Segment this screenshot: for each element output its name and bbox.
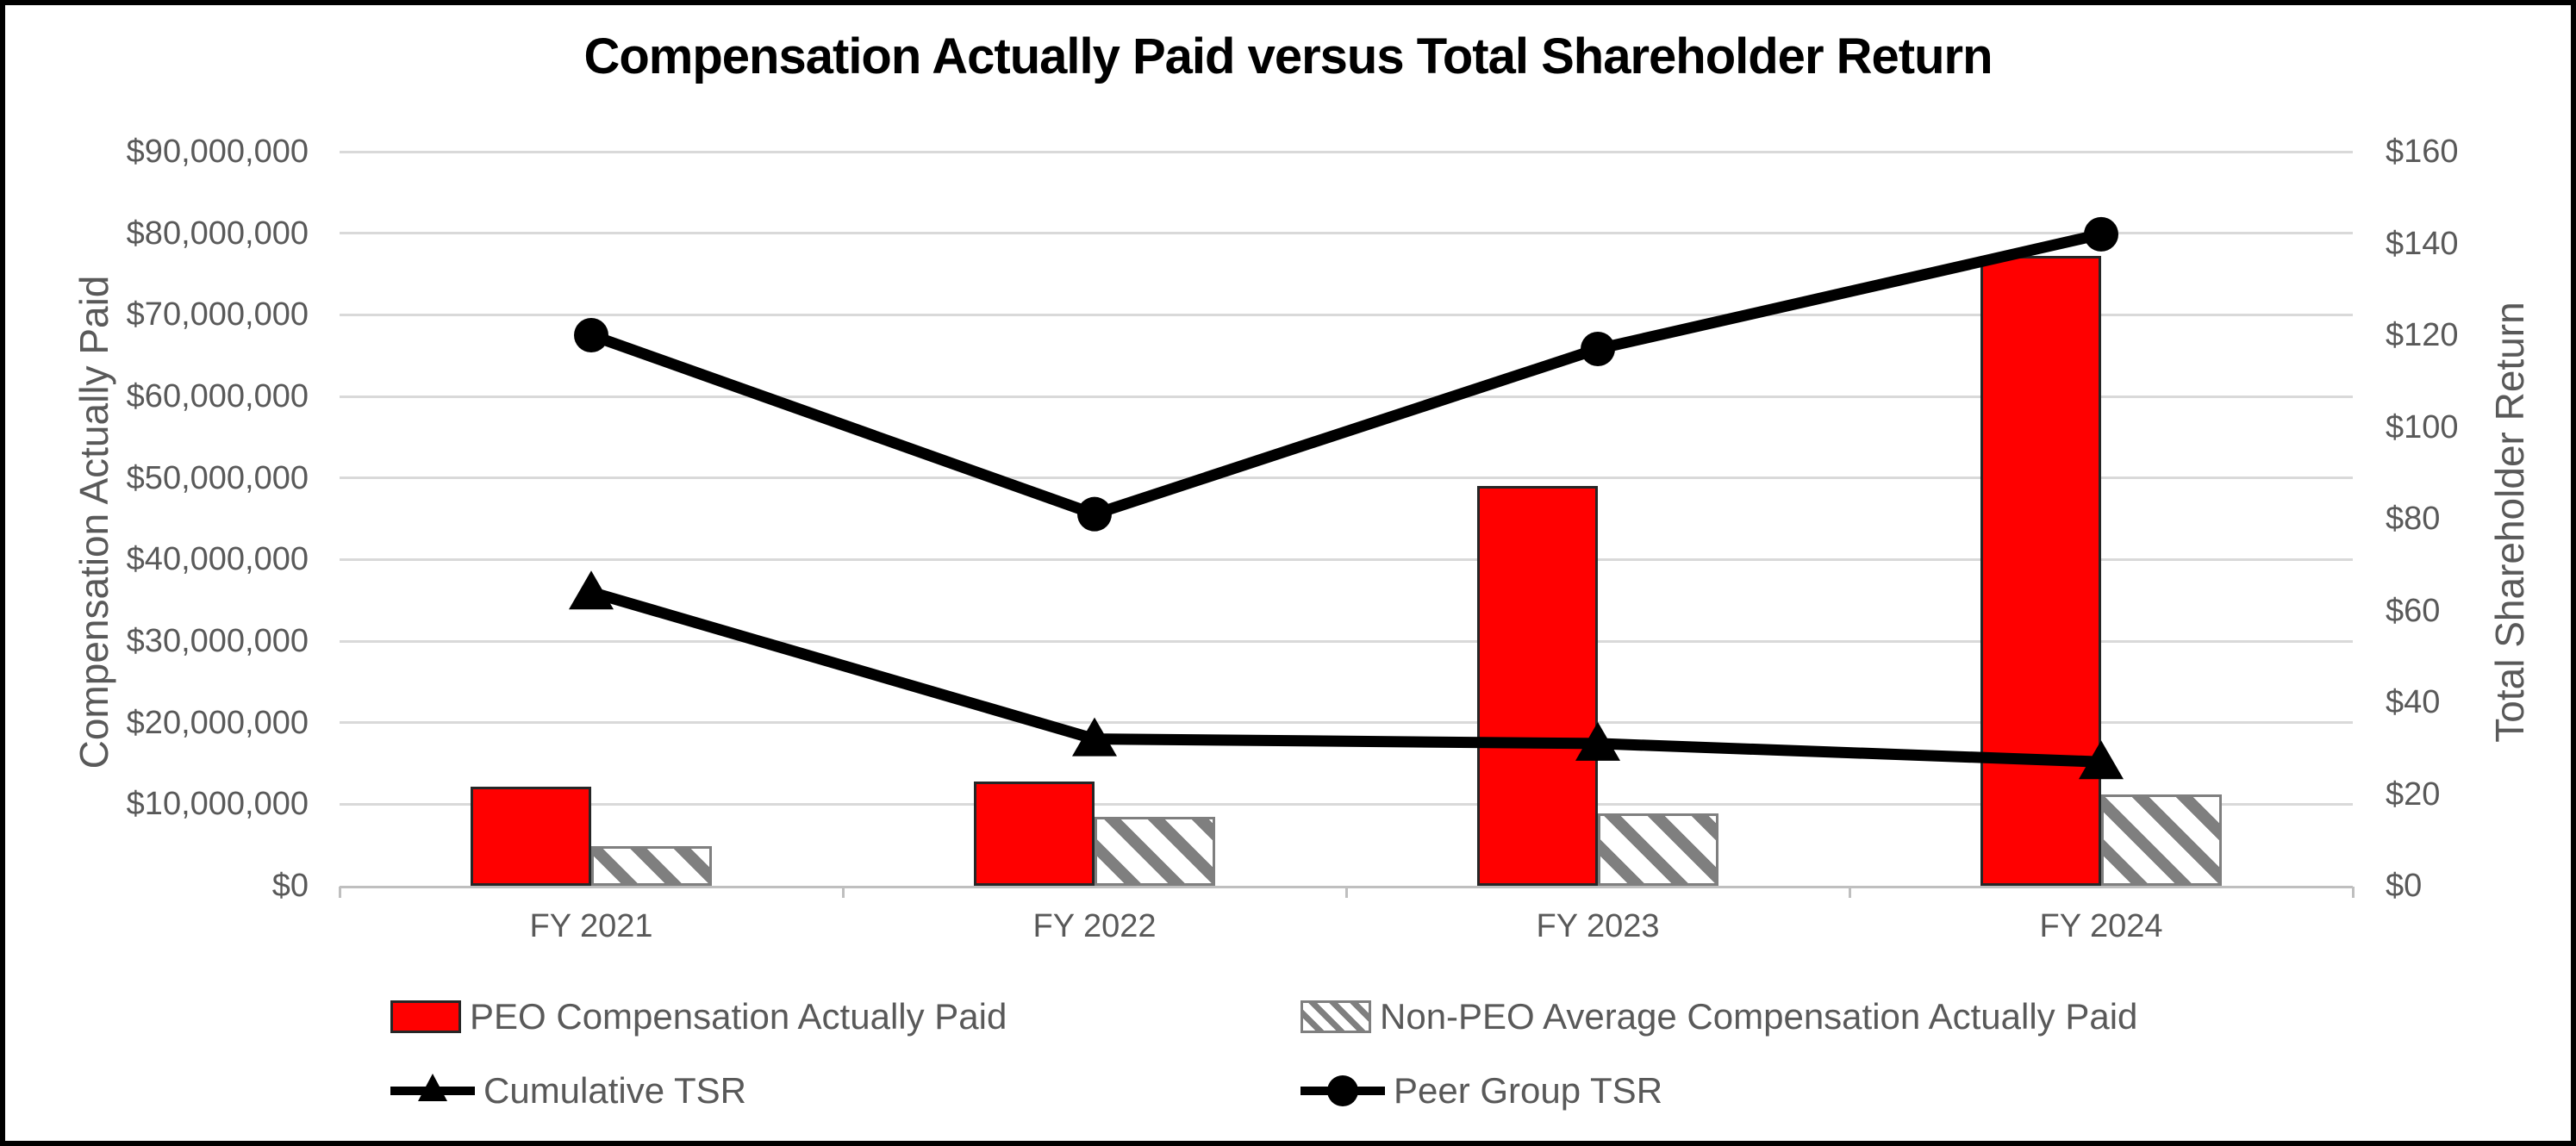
triangle-marker-icon [2079,740,2124,780]
right-axis-tick-label: $120 [2386,317,2459,353]
gridline [340,802,2353,806]
x-axis-tick-mark [1848,887,1851,898]
gridline [340,232,2353,235]
right-axis-tick-label: $20 [2386,775,2441,813]
circle-marker-icon [1327,1075,1358,1106]
x-axis-tick-mark [1344,887,1348,898]
non-peo-compensation-bar [1598,813,1718,886]
right-axis-tick-label: $160 [2386,134,2459,170]
circle-marker-icon [1581,331,1615,366]
right-axis-tick-label: $40 [2386,684,2441,720]
right-axis-tick-label: $140 [2386,225,2459,262]
gridline [340,395,2353,398]
legend-item-peo-cap: PEO Compensation Actually Paid [390,993,1007,1041]
circle-marker-icon [1077,496,1112,532]
legend-label: Cumulative TSR [483,1070,746,1111]
peer-group-tsr-line [585,228,2107,520]
x-axis-category-label: FY 2023 [1536,908,1660,944]
legend-label: Peer Group TSR [1394,1070,1663,1111]
non-peo-compensation-bar [1095,817,1215,886]
x-axis-tick-mark [841,887,845,898]
peo-bar-swatch-icon [390,1000,461,1033]
legend-item-non-peo-cap: Non-PEO Average Compensation Actually Pa… [1300,993,2137,1041]
right-axis-tick-label: $0 [2386,868,2423,904]
left-axis-tick-label: $80,000,000 [126,215,309,252]
right-axis-tick-label: $80 [2386,501,2441,537]
triangle-marker-icon [569,570,614,610]
legend-label: PEO Compensation Actually Paid [470,996,1007,1037]
left-axis-tick-label: $50,000,000 [126,459,309,496]
cumulative-tsr-line [585,586,2107,768]
left-axis-tick-label: $90,000,000 [126,134,309,170]
left-axis-tick-label: $20,000,000 [126,704,309,741]
gridline [340,639,2353,643]
left-axis-tick-label: $70,000,000 [126,296,309,333]
non-peo-compensation-bar [591,845,712,886]
x-axis-tick-mark [338,887,341,898]
tsr-lines-overlay [569,216,2124,780]
legend-item-peer-group-tsr: Peer Group TSR [1300,1067,1662,1115]
legend-item-cumulative-tsr: Cumulative TSR [390,1067,746,1115]
left-axis-tick-label: $30,000,000 [126,623,309,659]
non-peo-compensation-bar [2101,794,2222,886]
peo-compensation-bar [471,786,591,886]
left-axis-tick-label: $60,000,000 [126,378,309,414]
right-axis-tick-label: $60 [2386,592,2441,629]
gridline [340,150,2353,153]
peo-compensation-bar [1477,486,1598,886]
x-axis-category-label: FY 2021 [529,908,653,944]
circle-line-swatch-icon [1300,1067,1385,1115]
triangle-marker-icon [418,1074,447,1101]
non-peo-bar-swatch-icon [1300,1000,1371,1033]
x-axis-tick-mark [2351,887,2355,898]
right-axis-title: Total Shareholder Return [2487,302,2532,743]
triangle-line-swatch-icon [390,1067,475,1115]
triangle-marker-icon [1575,721,1620,761]
gridline [340,721,2353,725]
triangle-marker-icon [1072,717,1117,757]
left-axis-tick-label: $0 [271,868,309,904]
plot-area [340,150,2353,888]
gridline [340,476,2353,480]
gridline [340,313,2353,316]
left-axis-tick-label: $10,000,000 [126,786,309,823]
legend-label: Non-PEO Average Compensation Actually Pa… [1380,996,2138,1037]
chart-title: Compensation Actually Paid versus Total … [583,28,1993,84]
gridline [340,557,2353,561]
left-axis-tick-label: $40,000,000 [126,541,309,578]
peo-compensation-bar [974,781,1095,886]
circle-marker-icon [2084,216,2118,252]
x-axis-category-label: FY 2022 [1032,908,1157,944]
circle-marker-icon [574,318,608,352]
x-axis-category-label: FY 2024 [2039,908,2163,944]
right-axis-tick-label: $100 [2386,408,2459,445]
peo-compensation-bar [1980,256,2101,886]
